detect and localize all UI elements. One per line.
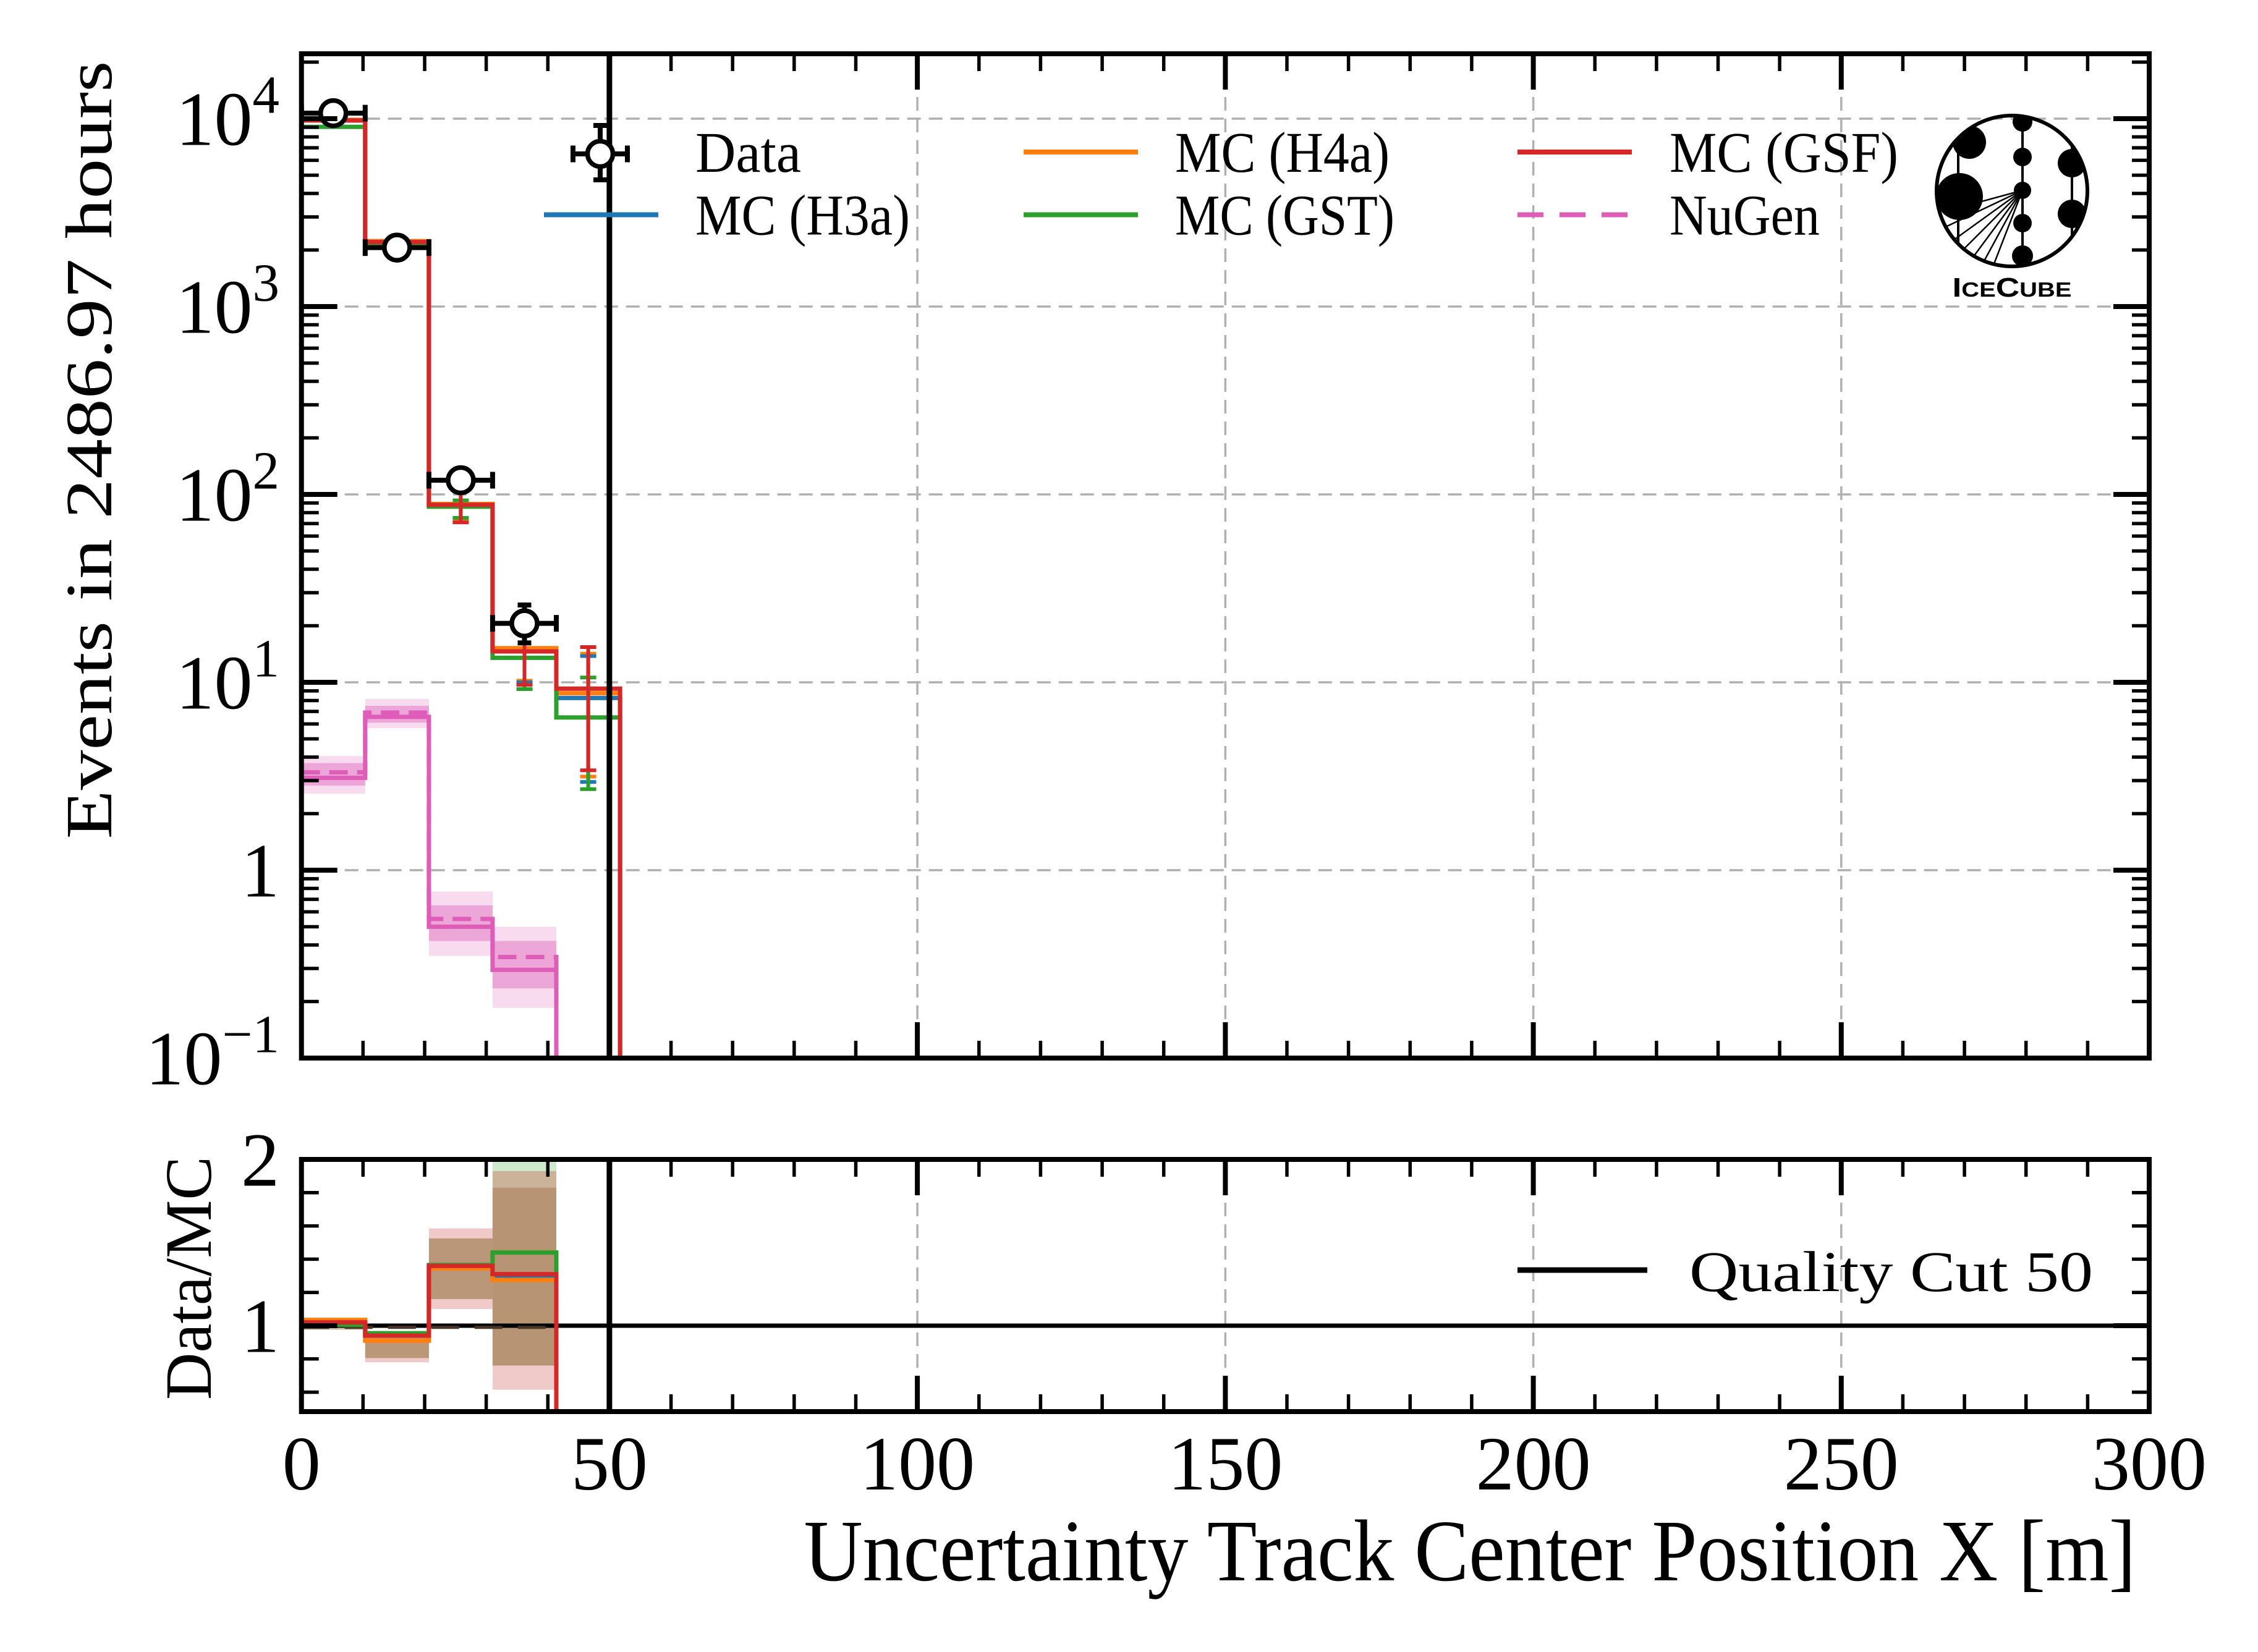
svg-text:NuGen: NuGen bbox=[1670, 184, 1820, 248]
svg-text:Events in 2486.97 hours: Events in 2486.97 hours bbox=[53, 61, 126, 839]
svg-text:150: 150 bbox=[1168, 1421, 1283, 1506]
svg-text:MC (GSF): MC (GSF) bbox=[1670, 121, 1898, 185]
svg-text:0: 0 bbox=[282, 1421, 321, 1506]
svg-text:250: 250 bbox=[1784, 1421, 1899, 1506]
svg-text:2: 2 bbox=[241, 1118, 279, 1203]
svg-text:1: 1 bbox=[241, 829, 279, 913]
svg-text:MC (H4a): MC (H4a) bbox=[1175, 121, 1390, 185]
svg-text:200: 200 bbox=[1476, 1421, 1591, 1506]
svg-text:Quality Cut 50: Quality Cut 50 bbox=[1689, 1240, 2093, 1304]
svg-text:1: 1 bbox=[241, 1284, 279, 1369]
svg-text:300: 300 bbox=[2092, 1421, 2207, 1506]
svg-text:Data: Data bbox=[695, 121, 801, 185]
svg-text:100: 100 bbox=[860, 1421, 975, 1506]
svg-text:MC (GST): MC (GST) bbox=[1175, 184, 1394, 248]
svg-text:103: 103 bbox=[176, 253, 280, 350]
svg-text:Uncertainty Track Center Posit: Uncertainty Track Center Position X [m] bbox=[804, 1502, 2136, 1599]
svg-text:MC (H3a): MC (H3a) bbox=[695, 184, 910, 248]
svg-text:50: 50 bbox=[571, 1421, 648, 1506]
svg-text:Data/MC: Data/MC bbox=[153, 1156, 226, 1400]
